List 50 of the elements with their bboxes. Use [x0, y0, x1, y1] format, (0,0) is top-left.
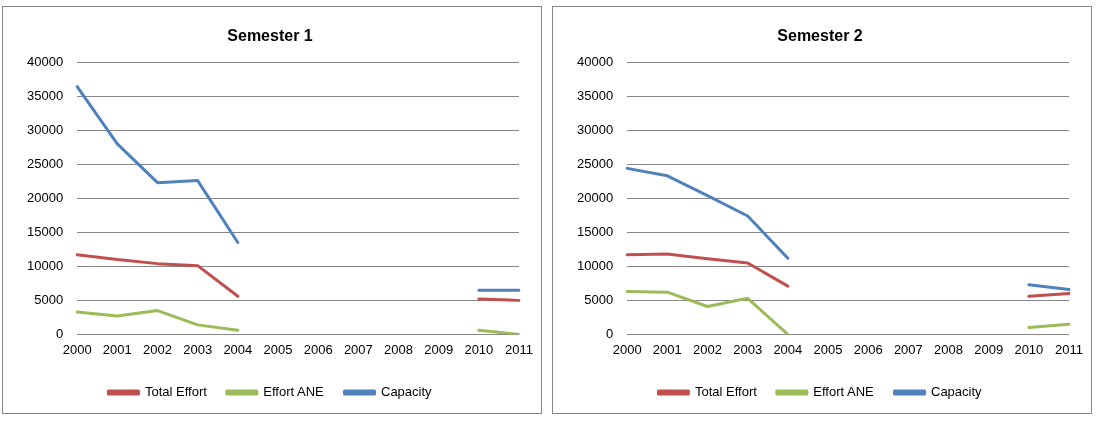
x-tick-label: 2008: [934, 341, 963, 357]
y-tick-label: 15000: [576, 223, 614, 239]
x-tick-label: 2010: [1014, 341, 1044, 357]
y-tick-label: 15000: [26, 223, 64, 239]
x-tick-label: 2000: [612, 341, 642, 357]
y-tick-label: 10000: [576, 257, 614, 273]
legend-label: Effort ANE: [263, 384, 325, 400]
x-tick-label: 2001: [102, 341, 132, 357]
y-tick-label: 30000: [576, 121, 614, 137]
legend-label: Effort ANE: [813, 384, 875, 400]
x-tick-label: 2007: [893, 341, 923, 357]
y-tick-label: 20000: [26, 189, 64, 205]
y-tick-label: 30000: [26, 121, 64, 137]
y-tick-label: 0: [605, 325, 614, 341]
y-tick-label: 35000: [26, 87, 64, 103]
x-tick-label: 2006: [853, 341, 883, 357]
y-tick-label: 5000: [34, 291, 64, 307]
x-tick-label: 2011: [1055, 341, 1084, 357]
x-tick-label: 2002: [693, 341, 722, 357]
x-tick-label: 2003: [733, 341, 763, 357]
x-tick-label: 2004: [773, 341, 803, 357]
x-tick-label: 2003: [183, 341, 213, 357]
x-tick-label: 2005: [813, 341, 843, 357]
x-tick-label: 2005: [263, 341, 293, 357]
chart-title: Semester 2: [777, 27, 863, 45]
y-tick-label: 40000: [26, 53, 64, 69]
legend-label: Total Effort: [144, 384, 208, 400]
x-tick-label: 2009: [424, 341, 454, 357]
y-tick-label: 40000: [576, 53, 614, 69]
x-tick-label: 2004: [223, 341, 253, 357]
chart-title: Semester 1: [227, 27, 313, 45]
legend-label: Capacity: [931, 384, 983, 400]
legend-label: Capacity: [381, 384, 433, 400]
y-tick-label: 25000: [576, 155, 614, 171]
x-tick-label: 2009: [974, 341, 1004, 357]
y-tick-label: 0: [55, 325, 64, 341]
x-tick-label: 2000: [62, 341, 92, 357]
y-tick-label: 25000: [26, 155, 64, 171]
x-tick-label: 2010: [464, 341, 494, 357]
x-tick-label: 2007: [343, 341, 373, 357]
y-tick-label: 10000: [26, 257, 64, 273]
legend-label: Total Effort: [694, 384, 758, 400]
y-tick-label: 5000: [584, 291, 614, 307]
x-tick-label: 2011: [505, 341, 534, 357]
x-tick-label: 2002: [143, 341, 172, 357]
x-tick-label: 2006: [303, 341, 333, 357]
y-tick-label: 20000: [576, 189, 614, 205]
x-tick-label: 2001: [652, 341, 682, 357]
y-tick-label: 35000: [576, 87, 614, 103]
x-tick-label: 2008: [384, 341, 413, 357]
